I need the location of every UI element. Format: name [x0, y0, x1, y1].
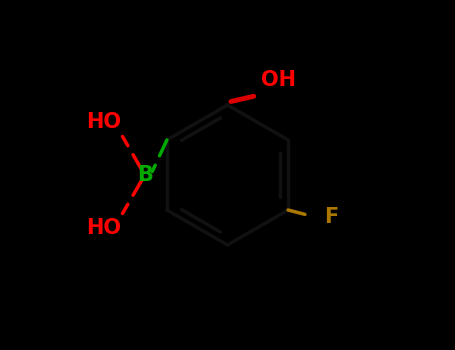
Text: B: B [137, 165, 153, 185]
Text: F: F [324, 207, 338, 227]
Text: HO: HO [86, 217, 121, 238]
Text: OH: OH [261, 70, 296, 91]
Text: HO: HO [86, 112, 121, 133]
